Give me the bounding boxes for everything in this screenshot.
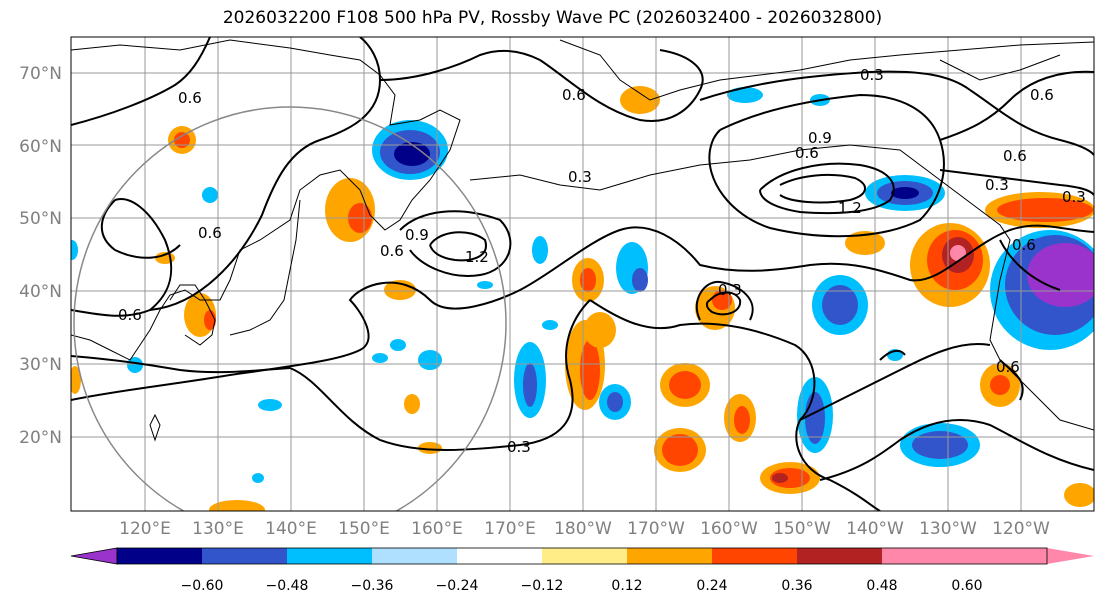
colorbar-segment xyxy=(117,548,202,564)
colorbar-tick-label: 0.36 xyxy=(781,578,812,594)
contour-label: 1.2 xyxy=(465,248,489,266)
colorbar-segment xyxy=(457,548,542,564)
lon-tick-label: 140°E xyxy=(265,519,317,539)
lat-tick-label: 50°N xyxy=(19,209,62,229)
contour-label: 0.9 xyxy=(405,226,429,244)
contour-label: 0.6 xyxy=(198,224,222,242)
lon-tick-label: 170°W xyxy=(627,519,685,539)
colorbar-segment xyxy=(202,548,287,564)
lon-tick-label: 150°W xyxy=(773,519,831,539)
colorbar-extend-low xyxy=(70,547,118,565)
graticule xyxy=(71,37,1094,511)
contour-label: 0.6 xyxy=(1030,86,1054,104)
contour-label: 0.6 xyxy=(996,358,1020,376)
lat-tick-label: 70°N xyxy=(19,64,62,84)
lon-tick-label: 140°W xyxy=(846,519,904,539)
contour-label: 0.6 xyxy=(118,306,142,324)
pv-anomaly-shading xyxy=(71,86,1094,511)
lon-tick-label: 120°E xyxy=(119,519,171,539)
colorbar-segment xyxy=(542,548,627,564)
colorbar-tick-label: 0.24 xyxy=(696,578,727,594)
contour-label: 0.6 xyxy=(178,89,202,107)
colorbar-segment xyxy=(287,548,372,564)
colorbar-segment xyxy=(627,548,712,564)
contour-label: 0.3 xyxy=(985,176,1009,194)
contour-label: 0.3 xyxy=(860,66,884,84)
lat-tick-label: 40°N xyxy=(19,282,62,302)
contour-label: 0.3 xyxy=(568,168,592,186)
contour-label: 0.3 xyxy=(507,438,531,456)
latitude-axis: 70°N 60°N 50°N 40°N 30°N 20°N xyxy=(19,64,62,448)
lat-tick-label: 30°N xyxy=(19,355,62,375)
lat-tick-label: 60°N xyxy=(19,137,62,157)
lat-tick-label: 20°N xyxy=(19,428,62,448)
lon-tick-label: 130°E xyxy=(192,519,244,539)
contour-label: 1.2 xyxy=(838,199,862,217)
contour-label: 0.6 xyxy=(380,242,404,260)
contour-label: 0.3 xyxy=(1062,188,1086,206)
lon-tick-label: 130°W xyxy=(919,519,977,539)
lon-tick-label: 170°E xyxy=(484,519,536,539)
colorbar-tick-label: −0.48 xyxy=(266,578,309,594)
contour-label: 0.9 xyxy=(808,129,832,147)
map-border xyxy=(70,36,1095,512)
contour-label-group: 0.6 0.6 0.6 0.9 1.2 0.6 0.3 0.3 0.6 0.3 … xyxy=(118,66,1086,456)
lon-tick-label: 160°E xyxy=(411,519,463,539)
colorbar-tick-label: −0.60 xyxy=(181,578,224,594)
colorbar-tick-label: 0.12 xyxy=(611,578,642,594)
colorbar-tick-label: −0.36 xyxy=(351,578,394,594)
contour-label: 0.6 xyxy=(1003,147,1027,165)
region-circle xyxy=(73,106,507,511)
lon-tick-label: 180°W xyxy=(554,519,612,539)
colorbar-tick-label: 0.60 xyxy=(951,578,982,594)
contour-label: 0.6 xyxy=(1012,236,1036,254)
contour-label: 0.3 xyxy=(718,281,742,299)
colorbar-segment xyxy=(712,548,797,564)
colorbar-tick-label: 0.48 xyxy=(866,578,897,594)
colorbar-segment xyxy=(372,548,457,564)
colorbar: −0.60 −0.48 −0.36 −0.24 −0.12 0.12 0.24 … xyxy=(70,547,1094,594)
longitude-axis: 120°E 130°E 140°E 150°E 160°E 170°E 180°… xyxy=(119,519,1050,539)
colorbar-tick-label: −0.24 xyxy=(436,578,479,594)
colorbar-extend-high xyxy=(882,548,1094,564)
map-title: 2026032200 F108 500 hPa PV, Rossby Wave … xyxy=(222,8,883,28)
colorbar-segment xyxy=(797,548,882,564)
lon-tick-label: 160°W xyxy=(700,519,758,539)
pv-contours xyxy=(71,37,1094,511)
lon-tick-label: 150°E xyxy=(338,519,390,539)
contour-label: 0.6 xyxy=(562,86,586,104)
lon-tick-label: 120°W xyxy=(992,519,1050,539)
contour-label: 0.6 xyxy=(795,144,819,162)
colorbar-tick-label: −0.12 xyxy=(521,578,564,594)
